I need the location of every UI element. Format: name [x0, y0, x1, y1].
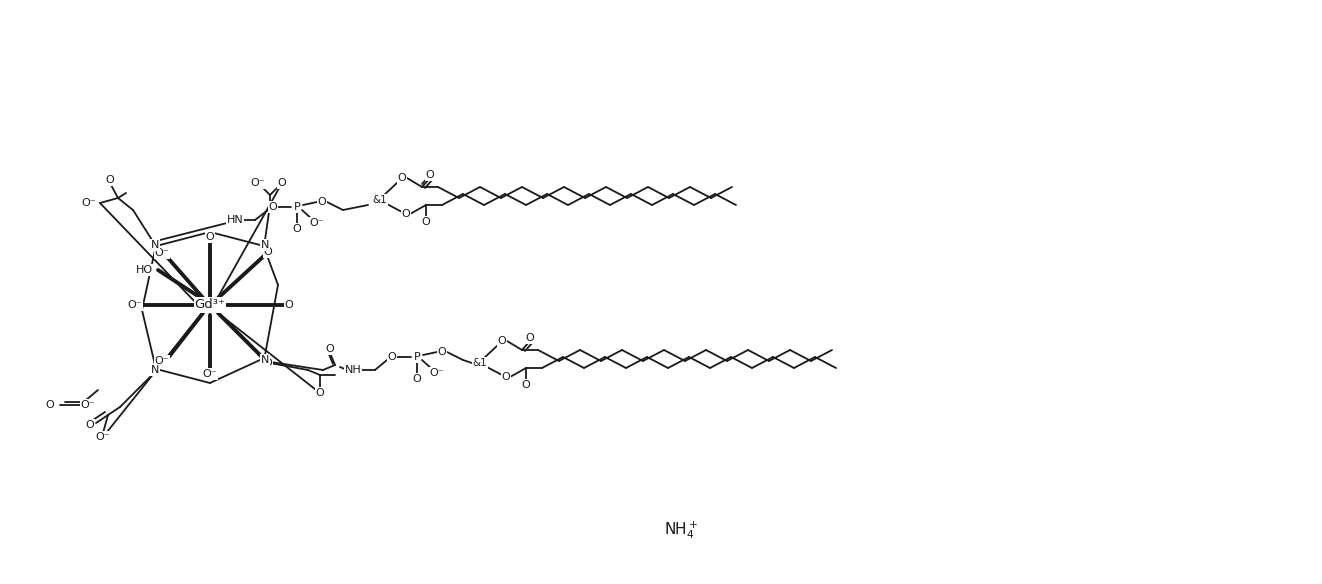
- Text: O: O: [278, 178, 287, 188]
- Text: O⁻: O⁻: [128, 300, 143, 310]
- Text: O: O: [438, 347, 447, 357]
- Text: O⁻: O⁻: [309, 218, 324, 228]
- Text: O: O: [316, 388, 324, 398]
- Text: O: O: [325, 344, 334, 354]
- Text: O: O: [426, 170, 435, 180]
- Text: O⁻: O⁻: [81, 400, 95, 410]
- Text: N: N: [260, 355, 270, 365]
- Text: NH: NH: [345, 365, 361, 375]
- Text: HN: HN: [226, 215, 243, 225]
- Text: N: N: [151, 240, 159, 250]
- Text: O⁻: O⁻: [95, 432, 110, 442]
- Text: &1: &1: [473, 358, 488, 368]
- Text: O: O: [263, 358, 272, 368]
- Text: P: P: [293, 202, 300, 212]
- Text: O: O: [522, 380, 530, 390]
- Text: O: O: [86, 420, 94, 430]
- Text: O: O: [292, 224, 301, 234]
- Text: O: O: [526, 333, 534, 343]
- Text: HO: HO: [136, 265, 153, 275]
- Text: O: O: [501, 372, 510, 382]
- Text: N: N: [260, 240, 270, 250]
- Text: O: O: [412, 374, 422, 384]
- Text: P: P: [414, 352, 420, 362]
- Text: O: O: [398, 173, 406, 183]
- Text: O: O: [402, 209, 410, 219]
- Text: O: O: [46, 400, 54, 410]
- Text: O: O: [422, 217, 431, 227]
- Text: O: O: [206, 232, 214, 242]
- Text: O⁻: O⁻: [155, 248, 169, 258]
- Text: O: O: [284, 300, 293, 310]
- Text: O: O: [263, 247, 272, 257]
- Text: O⁻: O⁻: [202, 369, 217, 379]
- Text: O: O: [387, 352, 397, 362]
- Text: O: O: [106, 175, 115, 185]
- Text: O⁻: O⁻: [251, 178, 266, 188]
- Text: O⁻: O⁻: [430, 368, 444, 378]
- Text: O⁻: O⁻: [155, 356, 169, 366]
- Text: O⁻: O⁻: [82, 198, 97, 208]
- Text: &1: &1: [373, 195, 387, 205]
- Text: O: O: [317, 197, 327, 207]
- Text: Gd³⁺: Gd³⁺: [194, 298, 226, 311]
- Text: N: N: [151, 365, 159, 375]
- Text: O: O: [268, 202, 278, 212]
- Text: O: O: [497, 336, 506, 346]
- Text: NH$_4^+$: NH$_4^+$: [664, 519, 698, 541]
